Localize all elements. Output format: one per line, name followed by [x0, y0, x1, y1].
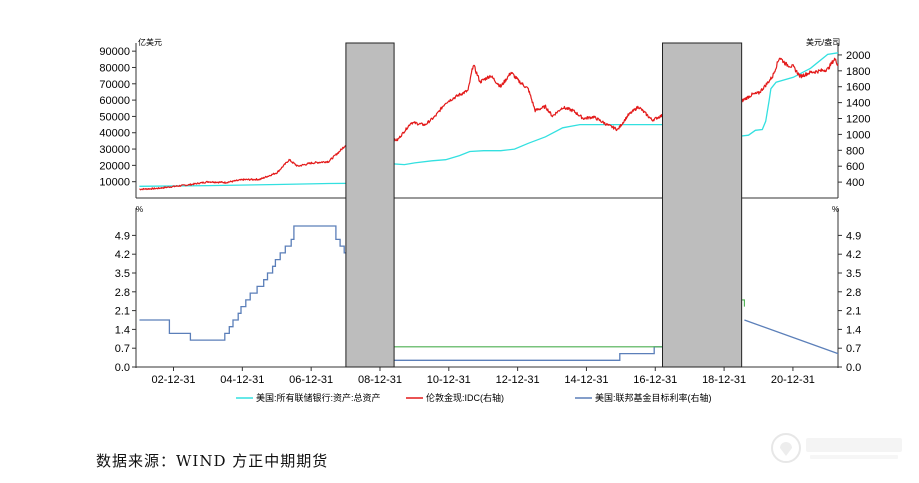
series-line-fed-rate-tail: [744, 319, 839, 355]
bottom-right-tick-labels: 4.9 4.2 3.5 2.8 2.1 1.4 0.7 0.0: [838, 230, 861, 374]
top-left-tick-label: 50000: [99, 111, 130, 123]
top-right-tick-labels: 2000 1800 1600 1400 1200 1000 800 600 400: [838, 50, 870, 189]
legend-label-fed-assets: 美国:所有联储银行:资产:总资产: [256, 392, 381, 403]
top-left-tick-label: 60000: [99, 95, 130, 107]
bottom-left-tick-label: 2.8: [115, 287, 130, 299]
x-tick-label: 20-12-31: [771, 374, 815, 386]
top-right-unit: 美元/盎司: [806, 37, 840, 47]
x-tick-label: 06-12-31: [289, 374, 333, 386]
legend-label-fed-rate: 美国:联邦基金目标利率(右轴): [595, 392, 712, 403]
bottom-left-tick-label: 0.7: [115, 343, 130, 355]
x-tick-label: 04-12-31: [220, 374, 264, 386]
x-tick-label: 14-12-31: [564, 374, 608, 386]
bottom-left-tick-label: 3.5: [115, 268, 130, 280]
x-tick-label: 10-12-31: [427, 374, 471, 386]
bottom-right-tick-label: 2.8: [846, 287, 861, 299]
top-right-tick-label: 2000: [846, 50, 870, 62]
data-source-note: 数据来源：WIND 方正中期期货: [96, 452, 329, 470]
logo-watermark-icon: [771, 433, 902, 463]
bottom-right-tick-label: 4.9: [846, 230, 861, 242]
recession-band-2: [662, 42, 743, 368]
x-tick-label: 08-12-31: [358, 374, 402, 386]
top-right-tick-label: 1400: [846, 98, 870, 110]
top-right-tick-label: 1600: [846, 82, 870, 94]
bottom-right-tick-label: 0.7: [846, 343, 861, 355]
top-left-tick-label: 10000: [99, 177, 130, 189]
top-left-tick-label: 80000: [99, 62, 130, 74]
top-left-tick-label: 30000: [99, 144, 130, 156]
top-left-tick-labels: 90000 80000 70000 60000 50000 40000 30000 20000…: [99, 46, 136, 189]
recession-band-1: [345, 42, 395, 368]
bottom-right-unit: %: [832, 205, 839, 214]
top-right-tick-label: 600: [846, 161, 864, 173]
x-tick-label: 18-12-31: [702, 374, 746, 386]
bottom-left-tick-label: 2.1: [115, 306, 130, 318]
top-right-tick-label: 1200: [846, 114, 870, 126]
legend-label-gold: 伦敦金现:IDC(右轴): [426, 392, 504, 403]
bottom-right-tick-label: 4.2: [846, 249, 861, 261]
x-tick-label: 12-12-31: [496, 374, 540, 386]
top-left-unit: 亿美元: [138, 37, 162, 47]
top-right-tick-label: 400: [846, 177, 864, 189]
top-left-tick-label: 70000: [99, 79, 130, 91]
bottom-left-unit: %: [136, 205, 143, 214]
top-panel: 亿美元 美元/盎司 90000 80000 70000 60000 50000 40000…: [99, 37, 870, 199]
top-left-tick-label: 90000: [99, 46, 130, 58]
bottom-left-tick-labels: 4.9 4.2 3.5 2.8 2.1 1.4 0.7 0.0: [115, 230, 136, 374]
top-left-tick-label: 20000: [99, 160, 130, 172]
series-line-fed-rate: [139, 225, 673, 361]
bottom-right-tick-label: 3.5: [846, 268, 861, 280]
recession-shading: [345, 42, 743, 368]
x-tick-labels: 02-12-31 04-12-31 06-12-31 08-12-31 10-12-31…: [151, 367, 815, 386]
bottom-left-tick-label: 4.2: [115, 249, 130, 261]
x-tick-label: 02-12-31: [151, 374, 195, 386]
bottom-panel: % % 4.9 4.2 3.5 2.8 2.1 1.4 0.7 0.0 4.9 4.2 3.5 2.…: [115, 205, 862, 386]
bottom-left-tick-label: 1.4: [115, 324, 130, 336]
bottom-right-tick-label: 2.1: [846, 306, 861, 318]
top-right-tick-label: 1000: [846, 129, 870, 141]
bottom-right-tick-label: 0.0: [846, 362, 861, 374]
bottom-left-tick-label: 0.0: [115, 362, 130, 374]
top-left-tick-label: 40000: [99, 128, 130, 140]
bottom-right-tick-label: 1.4: [846, 324, 861, 336]
bottom-left-tick-label: 4.9: [115, 230, 130, 242]
top-right-tick-label: 800: [846, 145, 864, 157]
legend: 美国:所有联储银行:资产:总资产 伦敦金现:IDC(右轴) 美国:联邦基金目标利…: [236, 392, 712, 403]
x-tick-label: 16-12-31: [633, 374, 677, 386]
top-right-tick-label: 1800: [846, 66, 870, 78]
